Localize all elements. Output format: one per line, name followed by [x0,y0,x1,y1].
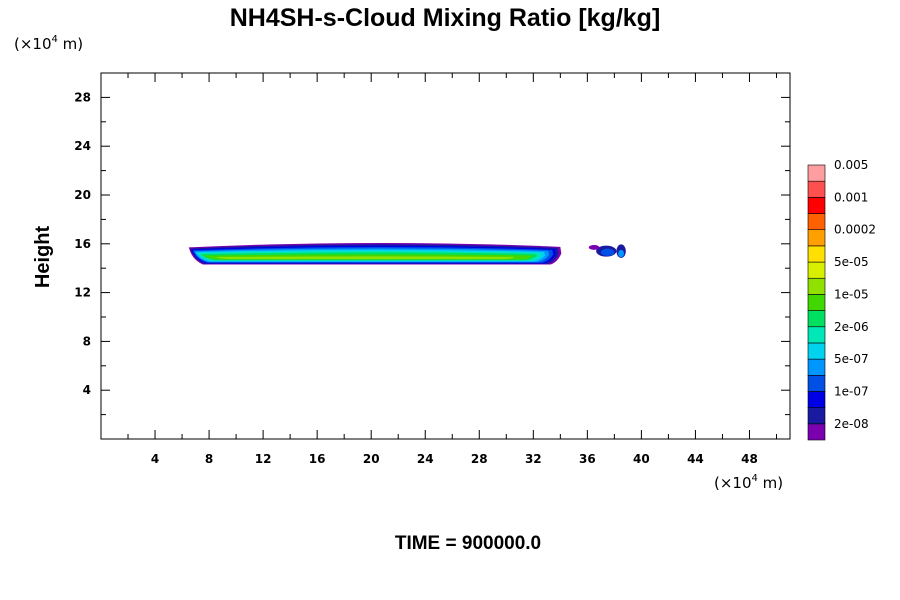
x-tick-label: 48 [741,452,758,466]
colorbar-swatch [807,326,826,344]
colorbar-label: 1e-07 [834,384,869,398]
x-tick-label: 4 [151,452,159,466]
colorbar-label: 0.0002 [834,223,876,237]
x-unit-label: (×104 m) [714,473,783,492]
colorbar-swatch [807,180,826,198]
y-tick-label: 24 [74,139,91,153]
colorbar-swatch [807,261,826,279]
time-label: TIME = 900000.0 [395,533,541,554]
colorbar-swatch [807,245,826,263]
cloud-contours [188,242,626,265]
colorbar-swatch [807,229,826,247]
x-tick-label: 24 [417,452,434,466]
y-tick-label: 28 [74,90,91,104]
colorbar-swatch [807,374,826,392]
cloud-contour-band [215,256,515,260]
y-tick-label: 8 [83,334,91,348]
colorbar-swatch [807,294,826,311]
colorbar-swatch [807,423,826,441]
x-tick-label: 20 [363,452,380,466]
y-axis-label: Height [32,226,54,289]
plot-frame [100,72,791,440]
y-tick-label: 20 [74,188,91,202]
colorbar-swatch [807,164,826,182]
colorbar-swatch [807,407,826,425]
x-tick-label: 16 [309,452,326,466]
colorbar-swatch [807,277,826,295]
x-tick-label: 36 [579,452,596,466]
colorbar-label: 1e-05 [834,287,869,301]
y-tick-label: 12 [74,286,91,300]
x-tick-label: 28 [471,452,488,466]
colorbar-swatch [807,358,826,376]
x-tick-label: 40 [633,452,650,466]
colorbar: 2e-08 1e-07 5e-07 2e-06 1e-05 5e-05 0.0002 0.00… [807,158,876,441]
x-tick-label: 32 [525,452,542,466]
colorbar-swatch [807,213,826,231]
cloud-blob [588,245,600,250]
colorbar-label: 0.001 [834,190,868,204]
x-tick-label: 44 [687,452,704,466]
x-tick-label: 8 [205,452,213,466]
colorbar-label: 0.005 [834,158,868,172]
colorbar-label: 2e-06 [834,320,869,334]
colorbar-label: 2e-08 [834,417,869,431]
y-tick-label: 16 [74,237,91,251]
colorbar-label: 5e-05 [834,255,869,269]
colorbar-swatch [807,342,826,360]
colorbar-swatch [807,197,826,214]
cloud-blob [600,248,615,256]
colorbar-swatch [807,310,826,328]
colorbar-label: 5e-07 [834,352,869,366]
colorbar-swatch [807,391,826,408]
cloud-blob [618,249,625,258]
x-tick-label: 12 [255,452,272,466]
chart-title: NH4SH-s-Cloud Mixing Ratio [kg/kg] [230,4,661,32]
y-unit-label: (×104 m) [14,34,83,53]
y-tick-label: 4 [83,383,91,397]
